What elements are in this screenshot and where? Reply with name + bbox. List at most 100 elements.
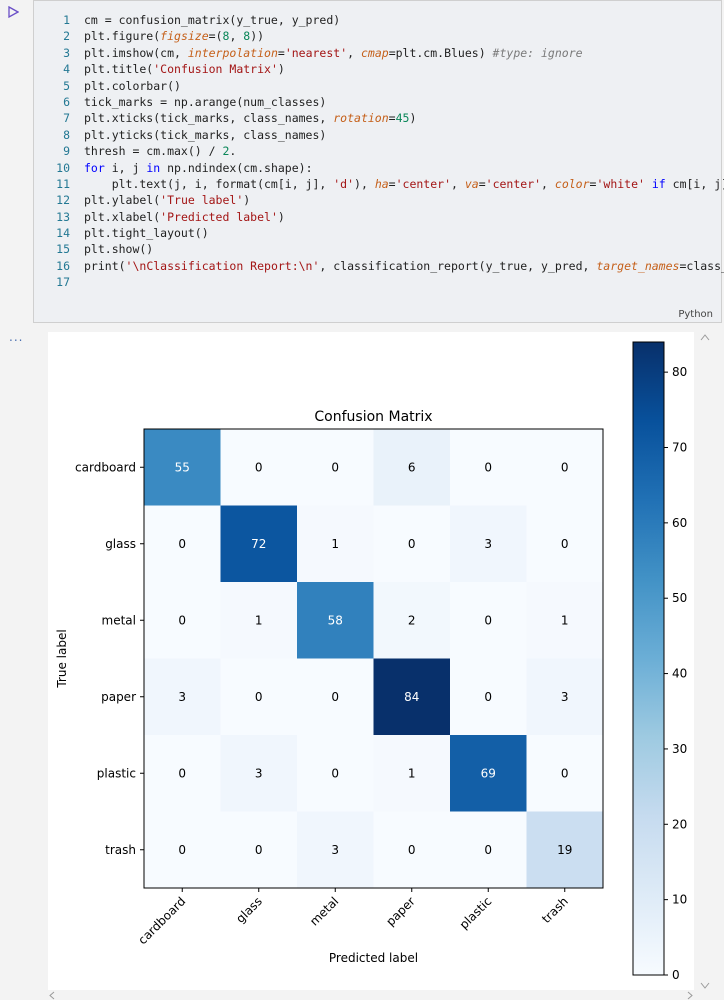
code-cell-editor[interactable]: 1 cm = confusion_matrix(y_true, y_pred) 2 p… xyxy=(33,0,724,323)
line-number: 4 xyxy=(63,62,70,77)
line-number: 3 xyxy=(63,45,70,60)
y-axis-label: True label xyxy=(55,629,69,688)
line-number: 16 xyxy=(56,258,70,273)
cell-value-label: 0 xyxy=(331,690,339,704)
line-number: 1 xyxy=(63,13,70,27)
code-text: plt.colorbar() xyxy=(84,78,181,93)
matrix-cell xyxy=(373,735,451,812)
output-horizontal-scrollbar[interactable] xyxy=(48,991,694,1000)
cell-value-label: 0 xyxy=(178,613,186,627)
chart-title: Confusion Matrix xyxy=(314,409,432,425)
matrix-cell xyxy=(297,505,374,583)
colorbar-tick-label: 10 xyxy=(672,893,687,907)
colorbar-tick-label: 50 xyxy=(672,591,687,605)
matrix-cell xyxy=(144,582,221,659)
code-text: thresh = cm.max() / 2. xyxy=(84,144,237,159)
cell-value-label: 0 xyxy=(484,460,492,474)
line-number: 8 xyxy=(63,127,70,142)
cell-value-label: 1 xyxy=(331,537,339,551)
x-tick-label: glass xyxy=(233,894,265,926)
code-text: tick_marks = np.arange(num_classes) xyxy=(84,94,327,109)
matrix-cell xyxy=(450,658,527,736)
x-tick-label: trash xyxy=(539,894,571,926)
colorbar-tick-label: 0 xyxy=(672,968,680,982)
colorbar-tick-label: 70 xyxy=(672,441,687,455)
cell-value-label: 0 xyxy=(561,460,569,474)
cell-value-label: 0 xyxy=(178,843,186,857)
matrix-cell xyxy=(220,505,298,583)
cell-value-label: 19 xyxy=(557,843,572,857)
code-text: plt.yticks(tick_marks, class_names) xyxy=(84,127,327,142)
cell-value-label: 72 xyxy=(251,537,266,551)
matrix-cell xyxy=(144,658,221,736)
x-tick-label: metal xyxy=(307,894,341,928)
matrix-cell xyxy=(450,582,527,659)
matrix-cell xyxy=(297,429,374,506)
x-tick-label: cardboard xyxy=(135,894,188,947)
y-tick-label: plastic xyxy=(97,766,136,780)
matrix-cell xyxy=(144,505,221,583)
matrix-cell xyxy=(373,811,451,889)
line-number: 10 xyxy=(56,160,70,175)
colorbar xyxy=(632,341,665,976)
y-tick-label: metal xyxy=(102,613,136,627)
y-tick-label: trash xyxy=(105,843,136,857)
matrix-cell xyxy=(450,429,527,506)
cell-value-label: 0 xyxy=(255,460,263,474)
cell-value-label: 3 xyxy=(255,766,263,780)
y-tick-label: cardboard xyxy=(75,460,136,474)
code-text: plt.figure(figsize=(8, 8)) xyxy=(84,29,265,44)
matrix-cell xyxy=(144,811,221,889)
cell-value-label: 1 xyxy=(255,613,263,627)
colorbar-tick-label: 40 xyxy=(672,667,687,681)
y-tick-label: glass xyxy=(105,537,136,551)
colorbar-tick-label: 60 xyxy=(672,516,687,530)
matrix-cell xyxy=(297,658,374,736)
output-menu-icon[interactable]: ... xyxy=(9,330,24,344)
line-number: 15 xyxy=(56,242,70,257)
line-number: 13 xyxy=(56,209,70,224)
cell-value-label: 2 xyxy=(408,613,416,627)
code-text: print('\nClassification Report:\n', clas… xyxy=(84,258,724,273)
code-text: plt.tight_layout() xyxy=(84,226,209,241)
matrix-cell xyxy=(144,429,221,506)
cell-value-label: 0 xyxy=(408,537,416,551)
code-text: plt.imshow(cm, interpolation='nearest', … xyxy=(84,45,583,60)
cell-value-label: 3 xyxy=(561,690,569,704)
output-vertical-scrollbar[interactable] xyxy=(699,332,711,992)
code-text: plt.xticks(tick_marks, class_names, rota… xyxy=(84,111,417,126)
matrix-cell xyxy=(297,735,374,812)
cell-language-label[interactable]: Python xyxy=(678,309,713,320)
code-text: for i, j in np.ndindex(cm.shape): xyxy=(84,160,313,175)
line-number: 7 xyxy=(63,111,70,126)
cell-value-label: 0 xyxy=(561,766,569,780)
matrix-cell xyxy=(526,811,604,889)
cell-output: 55 0 0 6 0 0 0 72 1 0 3 0 0 1 58 2 0 1 3 0 0 84 0 3 0 3 0 1 69 0 0 0 3 0 0… xyxy=(48,332,694,990)
matrix-cell xyxy=(297,811,374,889)
plot-frame xyxy=(143,428,604,889)
code-text: cm = confusion_matrix(y_true, y_pred) xyxy=(84,13,341,27)
code-text: plt.text(j, i, format(cm[i, j], 'd'), ha… xyxy=(84,176,724,191)
cell-value-label: 69 xyxy=(481,766,496,780)
run-cell-icon[interactable] xyxy=(7,6,19,18)
line-number: 17 xyxy=(56,275,70,290)
cell-value-label: 0 xyxy=(178,537,186,551)
matrix-cell xyxy=(144,735,221,812)
cell-value-label: 0 xyxy=(484,613,492,627)
confusion-matrix-figure: 55 0 0 6 0 00 72 1 0 3 00 1 58 2 0 13 0 0 84 0 30 3 0 1 69 00 0 3 0 0… xyxy=(55,341,687,982)
code-text: plt.show() xyxy=(84,242,154,257)
x-axis-label: Predicted label xyxy=(329,951,418,965)
matrix-cell xyxy=(297,582,374,659)
cell-value-label: 84 xyxy=(404,690,419,704)
line-number: 2 xyxy=(63,29,70,44)
line-number: 12 xyxy=(56,193,70,208)
cell-value-label: 3 xyxy=(178,690,186,704)
code-text: plt.ylabel('True label') xyxy=(84,193,251,208)
y-tick-label: paper xyxy=(101,690,136,704)
matrix-cell xyxy=(373,429,451,506)
x-tick-label: plastic xyxy=(457,894,495,932)
matrix-cell xyxy=(220,582,298,659)
matrix-cell xyxy=(220,658,298,736)
cell-value-label: 3 xyxy=(484,537,492,551)
cell-value-label: 0 xyxy=(561,537,569,551)
